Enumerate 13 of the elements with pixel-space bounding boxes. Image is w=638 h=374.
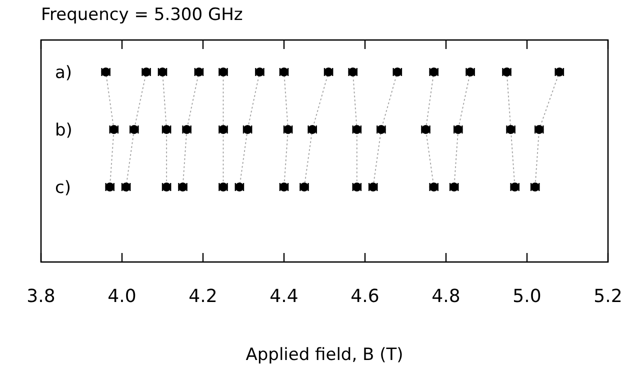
x-tick-label: 4.6 xyxy=(350,286,380,307)
y-tick-label: b) xyxy=(55,120,72,140)
x-tick-label: 5.0 xyxy=(512,286,542,307)
y-tick-label: a) xyxy=(55,62,72,83)
x-tick-label: 3.8 xyxy=(26,286,56,307)
x-tick-label: 4.2 xyxy=(188,286,218,307)
x-tick-label: 4.0 xyxy=(108,286,136,307)
y-tick-label: c) xyxy=(55,178,71,198)
x-axis-title: Applied field, B (T) xyxy=(246,345,404,365)
x-tick-label: 5.2 xyxy=(594,286,622,307)
x-tick-label: 4.4 xyxy=(270,286,298,307)
x-tick-label: 4.8 xyxy=(432,286,460,307)
chart-title: Frequency = 5.300 GHz xyxy=(41,5,243,25)
